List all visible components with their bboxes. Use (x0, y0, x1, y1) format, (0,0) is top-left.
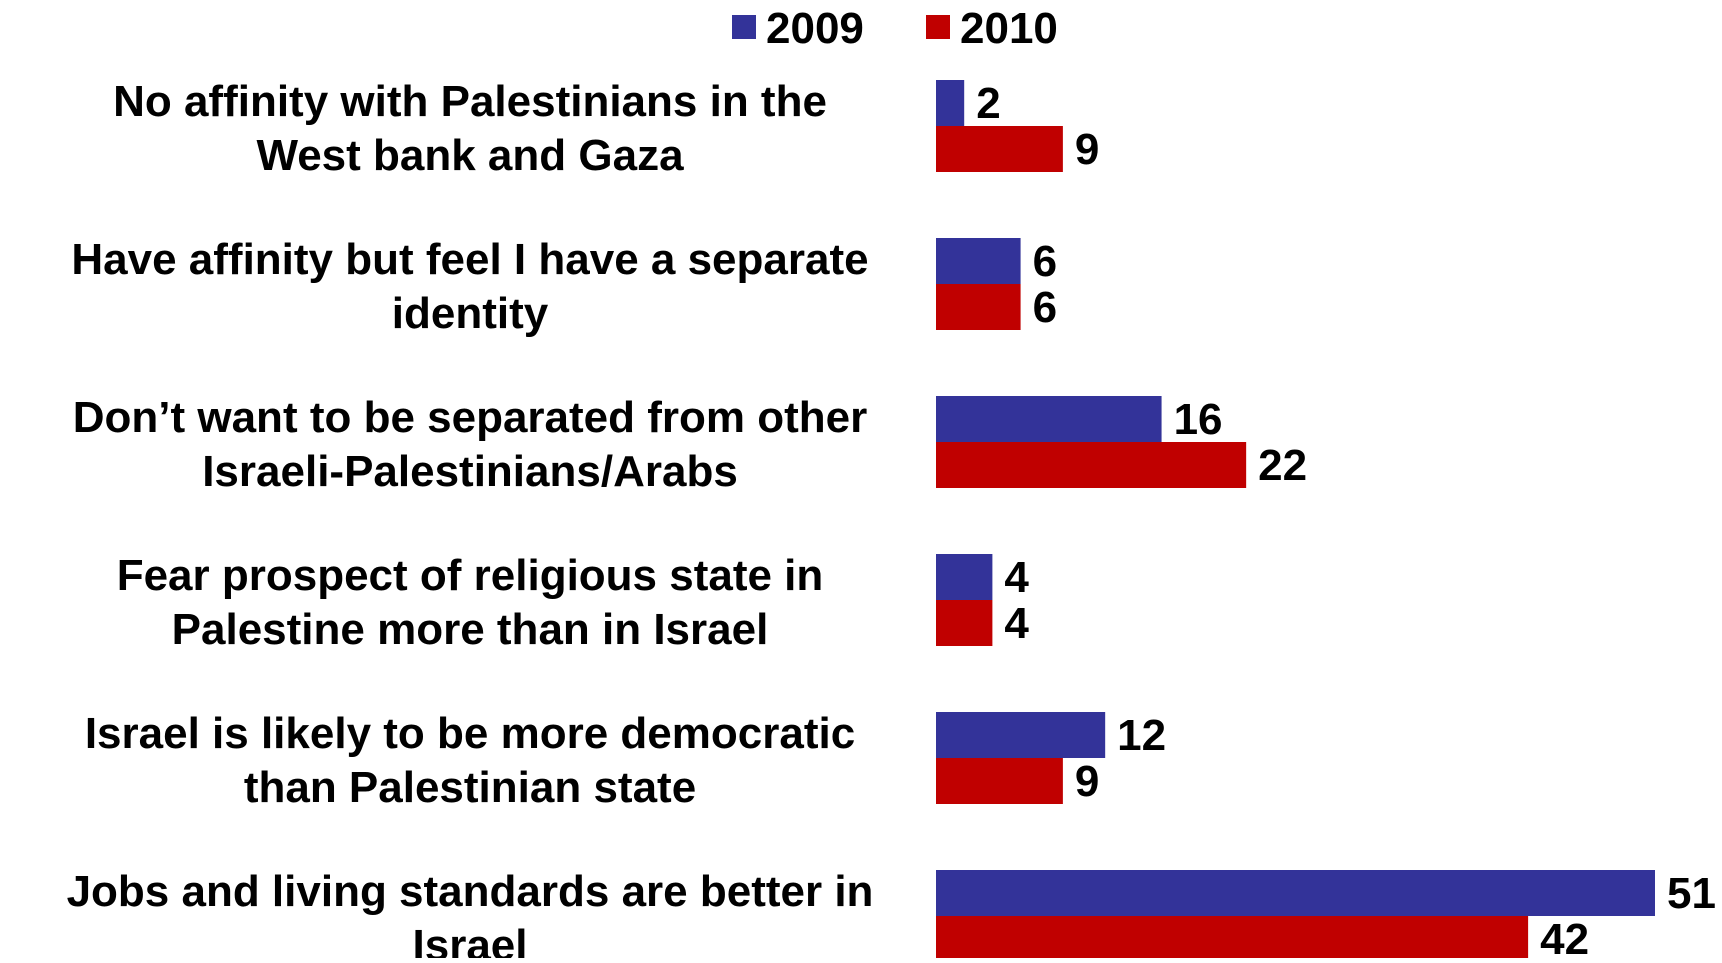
data-label-2010: 6 (1033, 283, 1057, 332)
category-label: Don’t want to be separated from other Isr… (73, 393, 868, 496)
bar-2009 (936, 80, 965, 126)
data-label-2009: 6 (1033, 237, 1057, 286)
category-label: Jobs and living standards are better in I… (67, 867, 874, 958)
category-label: Have affinity but feel I have a separate… (71, 235, 868, 338)
data-label-2009: 51 (1667, 869, 1716, 918)
bar-2009 (936, 712, 1106, 758)
bar-2009 (936, 554, 993, 600)
legend-label-2010: 2010 (960, 4, 1058, 53)
legend: 2009 2010 (732, 4, 1058, 53)
bar-2010 (936, 126, 1063, 172)
data-label-2010: 42 (1540, 915, 1589, 958)
legend-swatch-2010 (926, 15, 950, 39)
data-label-2010: 22 (1258, 441, 1307, 490)
bar-2010 (936, 916, 1529, 962)
legend-label-2009: 2009 (766, 4, 864, 53)
category-label: No affinity with Palestinians in the West… (113, 77, 827, 180)
data-label-2009: 2 (976, 79, 1000, 128)
bar-2010 (936, 442, 1247, 488)
category-label: Fear prospect of religious state in Pales… (117, 551, 824, 654)
bar-2010 (936, 284, 1021, 330)
data-label-2010: 9 (1075, 757, 1099, 806)
bar-2010 (936, 600, 993, 646)
bar-2010 (936, 758, 1063, 804)
category-label-line: No affinity with Palestinians in the (113, 77, 827, 126)
data-label-2009: 12 (1117, 711, 1166, 760)
data-label-2010: 4 (1004, 599, 1029, 648)
bar-2009 (936, 238, 1021, 284)
category-label-line: than Palestinian state (244, 763, 696, 812)
data-label-2009: 4 (1004, 553, 1029, 602)
data-labels: 2 9 66 16 22 44 12 9 51 42 (976, 79, 1716, 963)
bar-2009 (936, 870, 1655, 916)
category-label-line: Israeli-Palestinians/Arabs (202, 447, 738, 496)
category-label: Israel is likely to be more democratic th… (85, 709, 855, 812)
category-label-line: West bank and Gaza (256, 131, 684, 180)
data-label-2009: 16 (1174, 395, 1223, 444)
category-label-line: Jobs and living standards are better in (67, 867, 874, 916)
category-label-line: Don’t want to be separated from other (73, 393, 868, 442)
category-label-line: Israel (413, 921, 528, 958)
bar-2009 (936, 396, 1162, 442)
category-labels: No affinity with Palestinians in the West… (67, 77, 874, 963)
category-label-line: Have affinity but feel I have a separate (71, 235, 868, 284)
category-label-line: Israel is likely to be more democratic (85, 709, 855, 758)
category-label-line: Palestine more than in Israel (172, 605, 769, 654)
category-label-line: Fear prospect of religious state in (117, 551, 824, 600)
bars (936, 80, 1655, 962)
legend-swatch-2009 (732, 15, 756, 39)
data-label-2010: 9 (1075, 125, 1099, 174)
category-label-line: identity (392, 289, 549, 338)
